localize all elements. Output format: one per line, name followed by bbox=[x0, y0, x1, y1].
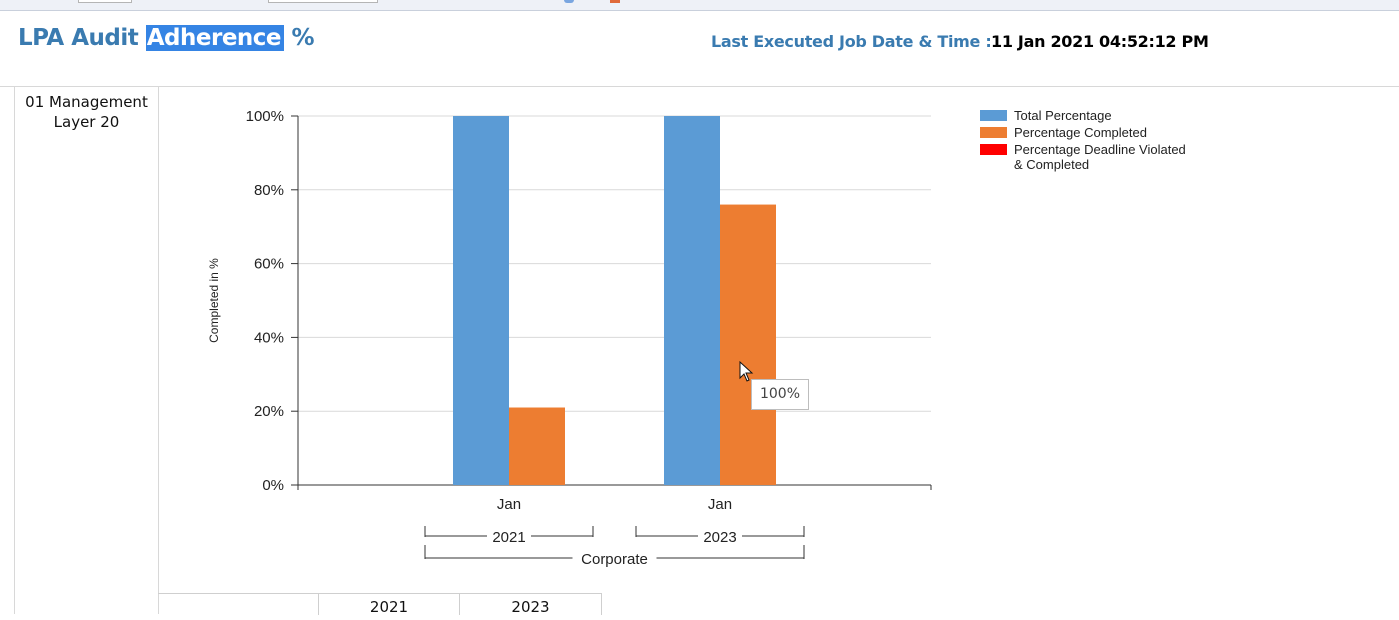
bar-percentage-completed bbox=[509, 407, 565, 485]
toolbar-field-2[interactable] bbox=[268, 0, 378, 3]
export-icon[interactable] bbox=[610, 0, 620, 3]
help-icon[interactable] bbox=[564, 0, 574, 3]
toolbar-field-1[interactable] bbox=[78, 0, 132, 3]
row-label: 01 Management Layer 20 bbox=[25, 93, 148, 131]
legend-swatch bbox=[980, 144, 1007, 155]
bar-total-percentage bbox=[664, 116, 720, 485]
x-category-label: Jan bbox=[497, 496, 521, 513]
legend-swatch bbox=[980, 127, 1007, 138]
top-toolbar bbox=[0, 0, 1399, 11]
table-header-cell-empty bbox=[158, 594, 319, 615]
group-label: 2023 bbox=[703, 529, 736, 546]
legend-label: Percentage Deadline Violated bbox=[1014, 142, 1186, 157]
header-divider bbox=[0, 86, 1399, 87]
bar-percentage-completed bbox=[720, 204, 776, 485]
page-title: LPA Audit Adherence % bbox=[18, 25, 315, 51]
bar-total-percentage bbox=[453, 116, 509, 485]
y-tick-label: 60% bbox=[254, 256, 284, 273]
mouse-cursor-icon bbox=[739, 360, 754, 382]
title-selected-text: Adherence bbox=[145, 25, 285, 51]
bar-chart: 0% 20% 40% 60% 80% 100% Completed in % Jan Jan 20… bbox=[207, 108, 1186, 568]
table-header-2023: 2023 bbox=[460, 594, 602, 616]
y-axis-label: Completed in % bbox=[207, 258, 221, 343]
chart-area: 0% 20% 40% 60% 80% 100% Completed in % Jan Jan 20… bbox=[158, 87, 1399, 592]
title-suffix: % bbox=[284, 25, 315, 51]
chart-tooltip: 100% bbox=[751, 379, 809, 410]
y-tick-label: 40% bbox=[254, 329, 284, 346]
legend-label: Total Percentage bbox=[1014, 108, 1112, 123]
title-text: LPA Audit bbox=[18, 25, 146, 51]
y-tick-label: 100% bbox=[246, 108, 284, 125]
y-tick-label: 20% bbox=[254, 403, 284, 420]
last-job-value: 11 Jan 2021 04:52:12 PM bbox=[991, 32, 1209, 51]
table-header-2021: 2021 bbox=[319, 594, 460, 616]
legend-label: Percentage Completed bbox=[1014, 125, 1147, 140]
y-tick-label: 0% bbox=[262, 477, 284, 494]
group-label: 2021 bbox=[492, 529, 525, 546]
last-job-label: Last Executed Job Date & Time : bbox=[711, 32, 992, 51]
y-tick-label: 80% bbox=[254, 182, 284, 199]
x-category-label: Jan bbox=[708, 496, 732, 513]
row-header-cell bbox=[14, 87, 159, 614]
legend-label: & Completed bbox=[1014, 157, 1089, 172]
supergroup-label: Corporate bbox=[581, 551, 648, 568]
data-table-header: 2021 2023 bbox=[158, 593, 602, 616]
legend-swatch bbox=[980, 110, 1007, 121]
